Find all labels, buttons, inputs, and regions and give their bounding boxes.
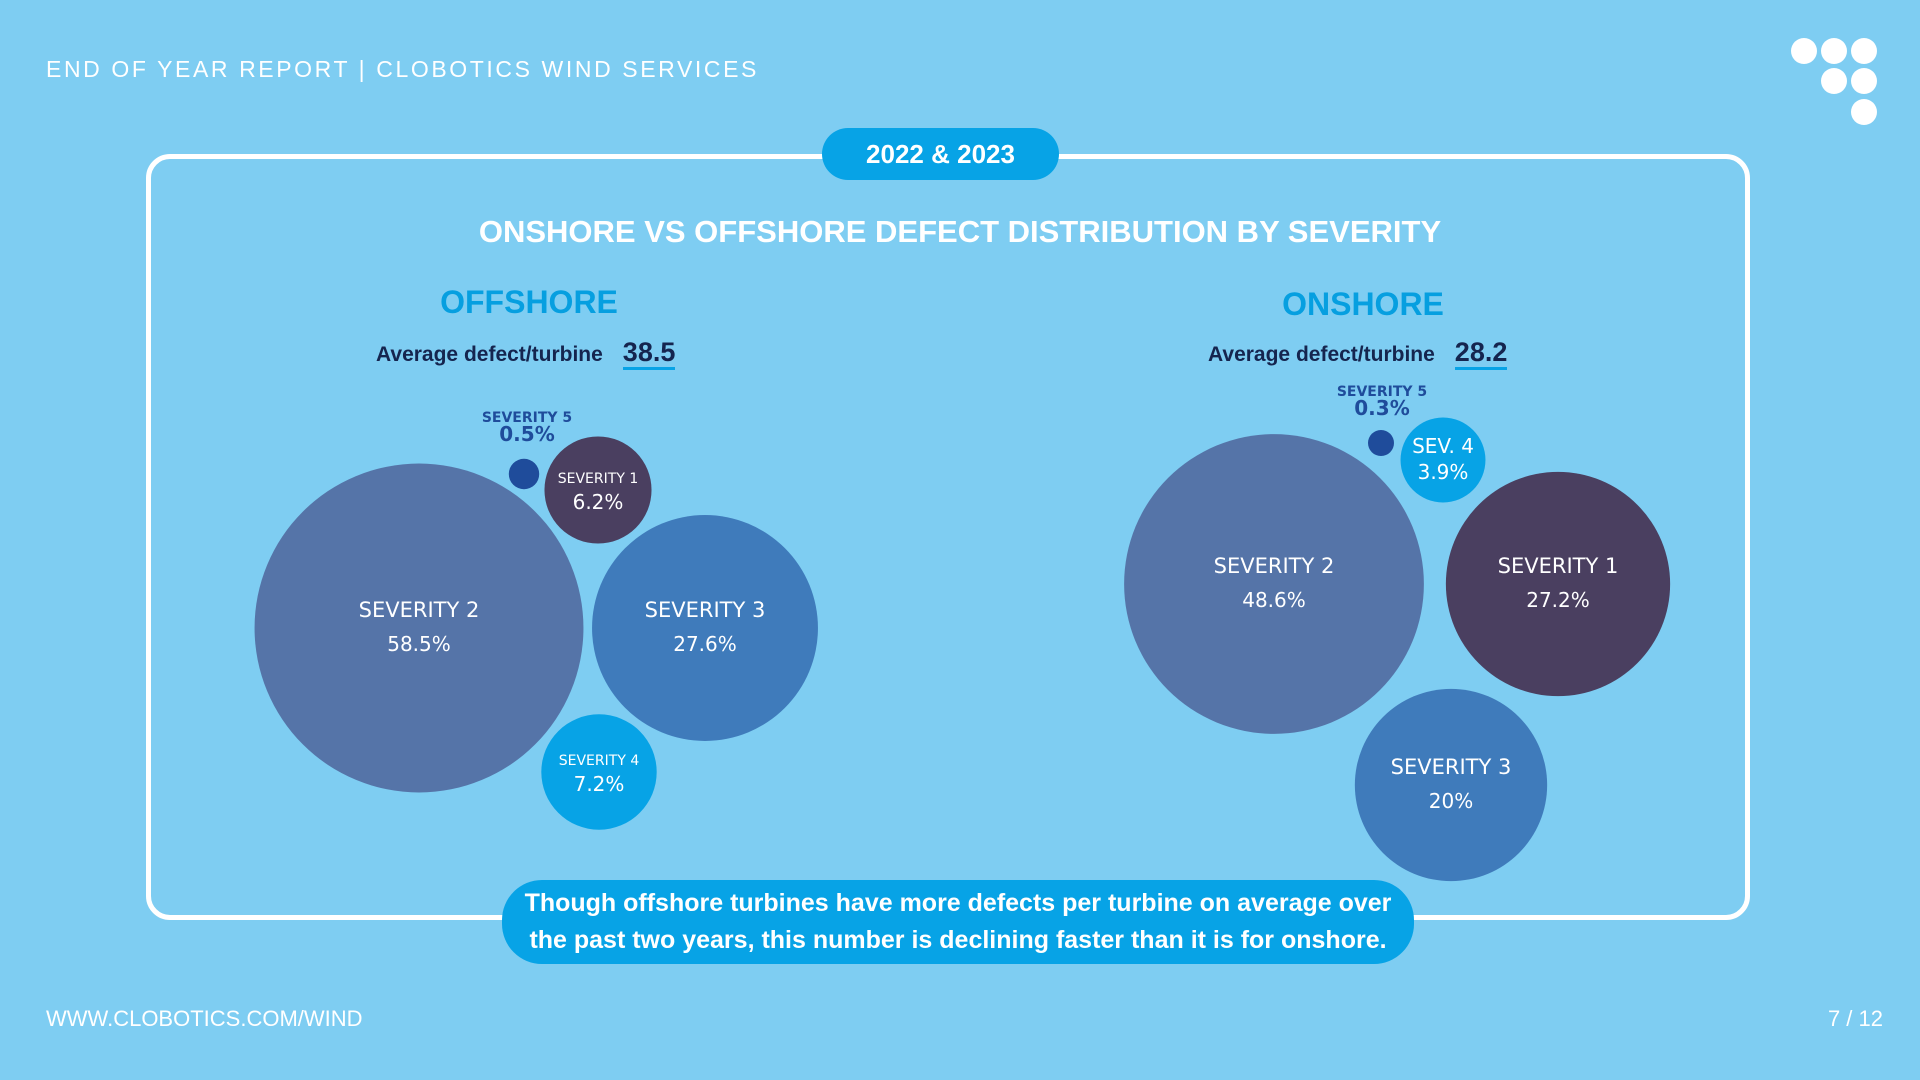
offshore-average-value: 38.5 xyxy=(622,338,676,371)
offshore-severity-2-value: 58.5% xyxy=(387,632,451,656)
offshore-severity-1-value: 6.2% xyxy=(573,490,624,514)
offshore-average-row: Average defect/turbine 38.5 xyxy=(376,338,676,371)
offshore-title: OFFSHORE xyxy=(440,284,618,320)
offshore-severity-4-value: 7.2% xyxy=(574,772,625,796)
onshore-severity-1-value: 27.2% xyxy=(1526,588,1590,612)
onshore-average-row: Average defect/turbine 28.2 xyxy=(1208,338,1508,371)
onshore-severity-5-bubble xyxy=(1368,430,1394,456)
offshore-severity-2-label: SEVERITY 2 xyxy=(359,598,480,622)
offshore-severity-2-bubble xyxy=(254,463,584,793)
onshore-severity-3-bubble xyxy=(1354,688,1548,882)
period-badge: 2022 & 2023 xyxy=(822,128,1059,180)
onshore-sev-4-bubble xyxy=(1400,417,1486,503)
onshore-average-label: Average defect/turbine xyxy=(1208,343,1435,366)
offshore-severity-3-value: 27.6% xyxy=(673,632,737,656)
offshore-severity-4-bubble xyxy=(541,714,657,830)
offshore-severity-4-label: SEVERITY 4 xyxy=(559,753,640,769)
offshore-severity-3-label: SEVERITY 3 xyxy=(645,598,766,622)
onshore-severity-3-label: SEVERITY 3 xyxy=(1391,755,1512,779)
clobotics-logo-icon xyxy=(1791,38,1877,125)
offshore-severity-5-value: 0.5% xyxy=(499,422,554,446)
onshore-severity-2-label: SEVERITY 2 xyxy=(1214,554,1335,578)
onshore-severity-2-value: 48.6% xyxy=(1242,588,1306,612)
onshore-title: ONSHORE xyxy=(1282,286,1444,322)
footer-url[interactable]: WWW.CLOBOTICS.COM/WIND xyxy=(46,1006,363,1031)
offshore-severity-3-bubble xyxy=(592,515,818,741)
onshore-severity-1-bubble xyxy=(1445,471,1671,697)
onshore-severity-3-value: 20% xyxy=(1429,789,1473,813)
onshore-severity-1-label: SEVERITY 1 xyxy=(1498,554,1619,578)
page-number: 7 / 12 xyxy=(1827,1006,1883,1031)
onshore-average-value: 28.2 xyxy=(1454,338,1508,371)
offshore-average-label: Average defect/turbine xyxy=(376,343,603,366)
onshore-severity-2-bubble xyxy=(1124,434,1424,734)
offshore-severity-5-label: SEVERITY 5 xyxy=(482,410,572,426)
onshore-sev-4-value: 3.9% xyxy=(1418,460,1469,484)
offshore-severity-5-bubble xyxy=(508,458,540,490)
offshore-severity-1-label: SEVERITY 1 xyxy=(558,471,638,487)
offshore-severity-1-bubble xyxy=(544,436,652,544)
onshore-severity-5-label: SEVERITY 5 xyxy=(1337,384,1427,400)
onshore-severity-5-value: 0.3% xyxy=(1354,396,1409,420)
footnote: Though offshore turbines have more defec… xyxy=(502,880,1414,964)
report-header: END OF YEAR REPORT | CLOBOTICS WIND SERV… xyxy=(46,56,759,82)
onshore-sev-4-label: SEV. 4 xyxy=(1412,434,1474,458)
chart-title: ONSHORE VS OFFSHORE DEFECT DISTRIBUTION … xyxy=(478,214,1442,249)
